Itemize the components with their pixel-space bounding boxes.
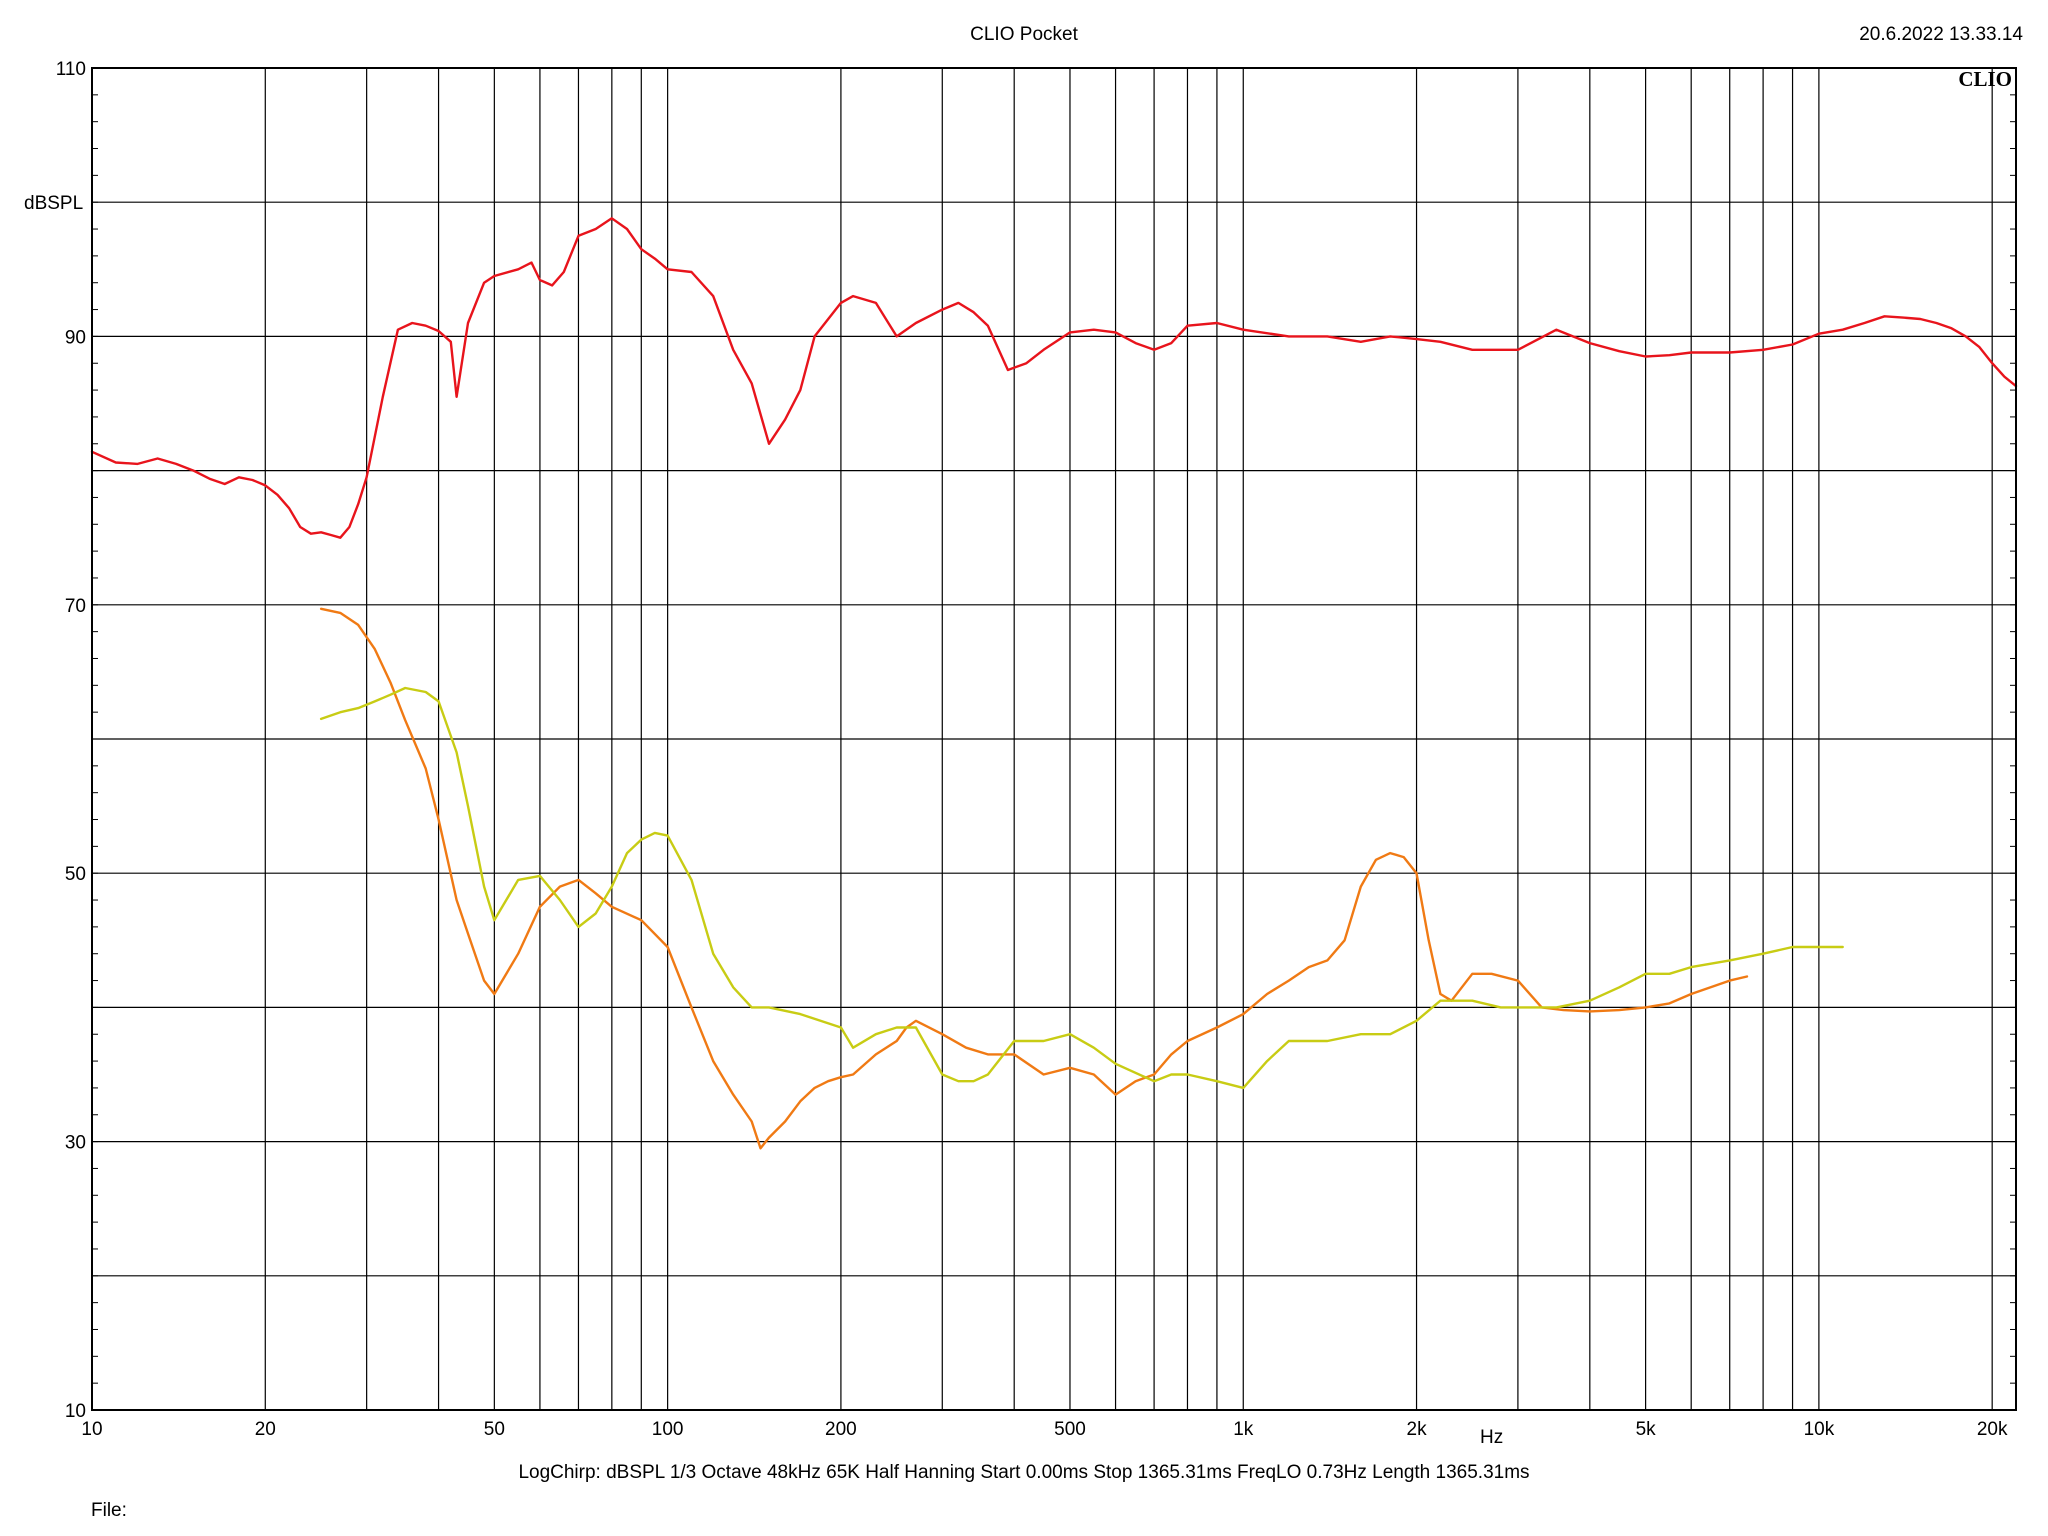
y-tick-label: 10 bbox=[65, 1401, 86, 1422]
x-tick-label: 20 bbox=[255, 1419, 276, 1440]
x-axis-unit-label: Hz bbox=[1480, 1427, 1504, 1448]
y-tick-label: 50 bbox=[65, 864, 86, 885]
x-tick-label: 10 bbox=[81, 1419, 102, 1440]
y-tick-label: 70 bbox=[65, 596, 86, 617]
x-tick-label: 100 bbox=[652, 1419, 684, 1440]
y-tick-label: 30 bbox=[65, 1133, 86, 1154]
x-tick-label: 500 bbox=[1054, 1419, 1086, 1440]
grid-major bbox=[92, 68, 2016, 1410]
y-minor-ticks bbox=[92, 67, 2016, 1411]
curves bbox=[90, 217, 2018, 1150]
x-tick-label: 20k bbox=[1977, 1419, 2008, 1440]
chart-title: CLIO Pocket bbox=[970, 24, 1078, 45]
x-tick-label: 1k bbox=[1233, 1419, 1254, 1440]
response-curve-2 bbox=[319, 607, 1749, 1150]
clio-brand-text: CLIO bbox=[1958, 67, 2012, 91]
y-axis-label: dBSPL bbox=[24, 193, 84, 214]
measurement-settings: LogChirp: dBSPL 1/3 Octave 48kHz 65K Hal… bbox=[518, 1462, 1530, 1483]
file-label: File: bbox=[91, 1500, 127, 1521]
x-tick-label: 200 bbox=[825, 1419, 857, 1440]
response-curve-1 bbox=[90, 217, 2018, 539]
x-tick-label: 50 bbox=[484, 1419, 505, 1440]
response-curve-3 bbox=[319, 686, 1844, 1090]
y-tick-label: 90 bbox=[65, 327, 86, 348]
timestamp: 20.6.2022 13.33.14 bbox=[1859, 24, 2023, 45]
tick-labels: 10 20 50 100 200 500 1k 2k 5k 10k 20k 10 30 50 70 90 110 bbox=[56, 59, 2008, 1440]
y-tick-label: 110 bbox=[56, 59, 86, 80]
x-tick-label: 5k bbox=[1636, 1419, 1657, 1440]
x-tick-label: 2k bbox=[1407, 1419, 1428, 1440]
x-tick-label: 10k bbox=[1804, 1419, 1835, 1440]
